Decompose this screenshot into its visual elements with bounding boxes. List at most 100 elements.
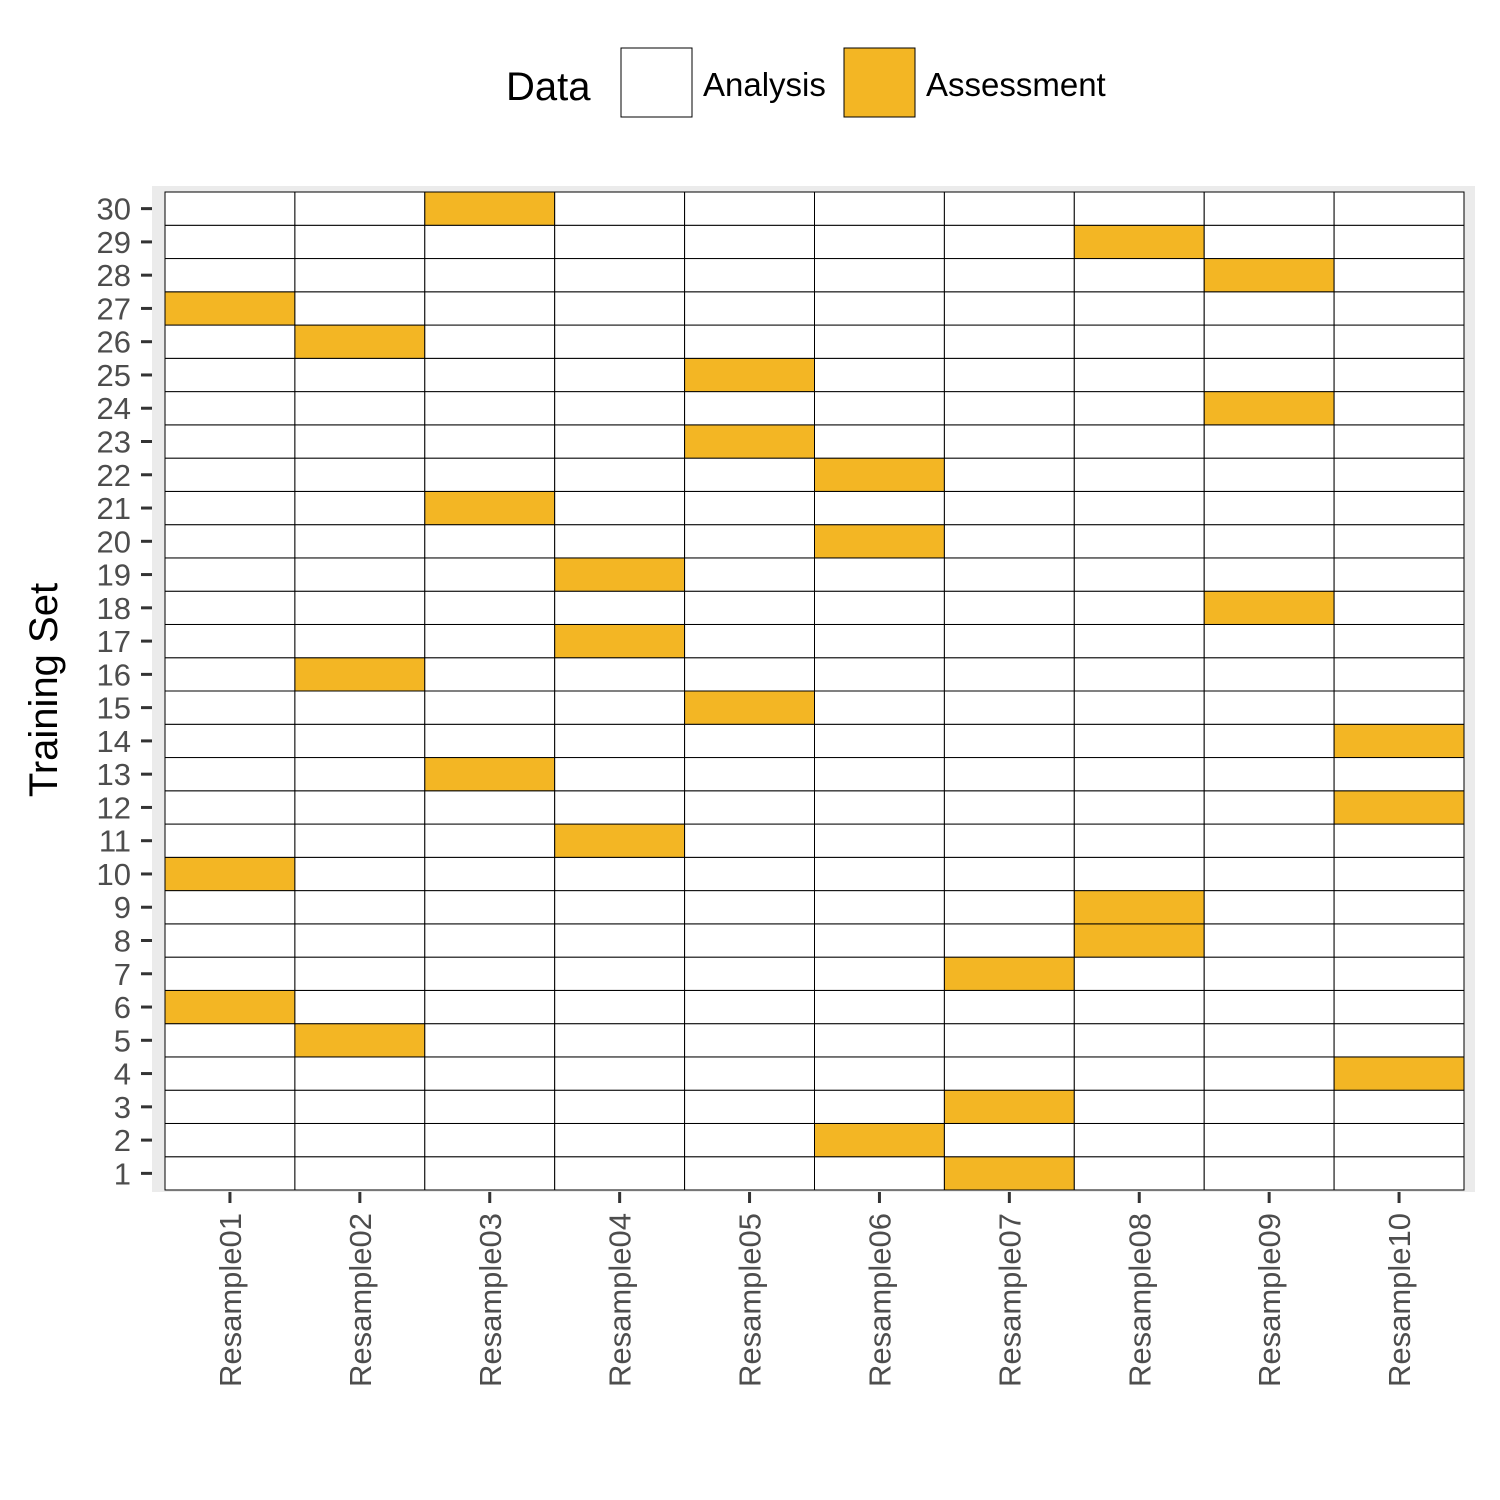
cell-resample08-row-19	[1073, 557, 1205, 592]
cell-resample09-row-11	[1203, 823, 1335, 858]
y-tick-label-18: 18	[97, 591, 131, 626]
cell-resample05-row-1	[684, 1156, 815, 1191]
cell-resample03-row-11	[424, 823, 556, 858]
cell-resample08-row-9	[1073, 890, 1205, 925]
cell-resample07-row-21	[943, 490, 1075, 526]
cell-resample03-row-6	[424, 989, 556, 1025]
cell-resample05-row-10	[684, 856, 815, 892]
cell-resample03-row-21	[424, 490, 556, 526]
cell-resample08-row-13	[1073, 757, 1205, 792]
cell-resample10-row-26	[1333, 324, 1465, 359]
cell-resample04-row-9	[554, 890, 686, 925]
cell-resample07-row-22	[943, 457, 1075, 492]
y-tick-label-2: 2	[114, 1123, 131, 1158]
legend-key-assessment	[843, 47, 916, 118]
cell-resample02-row-7	[294, 956, 426, 991]
cell-resample01-row-20	[164, 524, 296, 559]
cell-resample06-row-18	[814, 590, 945, 625]
y-tick-label-6: 6	[114, 990, 131, 1025]
cell-resample10-row-8	[1333, 923, 1465, 958]
cell-resample05-row-25	[684, 357, 815, 393]
cell-resample04-row-21	[554, 490, 686, 526]
cell-resample05-row-23	[684, 424, 815, 459]
cell-resample07-row-2	[943, 1122, 1075, 1158]
cell-resample02-row-5	[294, 1023, 426, 1058]
cell-resample03-row-3	[424, 1089, 556, 1124]
y-axis: 1234567891011121314151617181920212223242…	[97, 192, 152, 1191]
cell-resample04-row-26	[554, 324, 686, 359]
cell-resample04-row-29	[554, 224, 686, 260]
cell-resample06-row-11	[814, 823, 945, 858]
cell-resample09-row-29	[1203, 224, 1335, 260]
cell-resample10-row-27	[1333, 291, 1465, 326]
cell-resample02-row-13	[294, 757, 426, 792]
cell-resample05-row-8	[684, 923, 815, 958]
cell-resample02-row-20	[294, 524, 426, 559]
cell-resample02-row-17	[294, 623, 426, 659]
cell-resample06-row-14	[814, 723, 945, 759]
cell-resample02-row-26	[294, 324, 426, 359]
y-tick-label-25: 25	[97, 358, 131, 393]
cell-resample10-row-17	[1333, 623, 1465, 659]
cell-resample04-row-18	[554, 590, 686, 625]
cell-resample04-row-10	[554, 856, 686, 892]
cell-resample01-row-4	[164, 1056, 296, 1091]
y-tick-label-10: 10	[97, 857, 131, 892]
cell-resample02-row-25	[294, 357, 426, 393]
cell-resample09-row-30	[1203, 191, 1335, 226]
cell-resample08-row-30	[1073, 191, 1205, 226]
cell-resample01-row-7	[164, 956, 296, 991]
x-axis: Resample01 Resample02 Resample03 Resample04…	[213, 1192, 1417, 1387]
cell-resample07-row-1	[943, 1156, 1075, 1191]
cell-resample04-row-22	[554, 457, 686, 492]
cell-resample08-row-11	[1073, 823, 1205, 858]
cell-resample02-row-22	[294, 457, 426, 492]
cell-resample10-row-18	[1333, 590, 1465, 625]
cell-resample04-row-11	[554, 823, 686, 858]
cell-resample10-row-22	[1333, 457, 1465, 492]
cell-resample02-row-14	[294, 723, 426, 759]
cell-resample02-row-3	[294, 1089, 426, 1124]
cell-resample09-row-28	[1203, 258, 1335, 293]
cell-resample09-row-8	[1203, 923, 1335, 958]
cell-resample09-row-12	[1203, 790, 1335, 825]
y-tick-label-27: 27	[97, 291, 131, 326]
cell-resample06-row-27	[814, 291, 945, 326]
cell-resample02-row-1	[294, 1156, 426, 1191]
cell-resample02-row-23	[294, 424, 426, 459]
cell-resample04-row-17	[554, 623, 686, 659]
cell-resample03-row-28	[424, 258, 556, 293]
cell-resample09-row-23	[1203, 424, 1335, 459]
cell-resample03-row-29	[424, 224, 556, 260]
cell-resample05-row-9	[684, 890, 815, 925]
cell-resample10-row-19	[1333, 557, 1465, 592]
cell-resample01-row-22	[164, 457, 296, 492]
cell-resample08-row-4	[1073, 1056, 1205, 1091]
legend-label-assessment: Assessment	[926, 66, 1106, 103]
cell-resample06-row-8	[814, 923, 945, 958]
cell-resample09-row-17	[1203, 623, 1335, 659]
cell-resample06-row-13	[814, 757, 945, 792]
cell-resample08-row-14	[1073, 723, 1205, 759]
cell-resample04-row-7	[554, 956, 686, 991]
cell-resample07-row-8	[943, 923, 1075, 958]
cell-resample09-row-19	[1203, 557, 1335, 592]
x-tick-label-resample02: Resample02	[343, 1213, 378, 1387]
cell-resample05-row-17	[684, 623, 815, 659]
y-tick-label-9: 9	[114, 890, 131, 925]
cell-resample06-row-19	[814, 557, 945, 592]
cell-resample08-row-8	[1073, 923, 1205, 958]
x-tick-label-resample01: Resample01	[213, 1213, 248, 1387]
cell-resample10-row-20	[1333, 524, 1465, 559]
cell-resample01-row-17	[164, 623, 296, 659]
y-tick-label-4: 4	[114, 1057, 131, 1092]
cell-resample05-row-15	[684, 690, 815, 725]
y-tick-label-21: 21	[97, 491, 131, 526]
cell-resample06-row-29	[814, 224, 945, 260]
cell-resample03-row-30	[424, 191, 556, 226]
y-tick-label-20: 20	[97, 524, 131, 559]
cell-resample02-row-28	[294, 258, 426, 293]
y-axis-title: Training Set	[22, 583, 66, 797]
y-tick-label-23: 23	[97, 425, 131, 460]
y-tick-label-16: 16	[97, 657, 131, 692]
